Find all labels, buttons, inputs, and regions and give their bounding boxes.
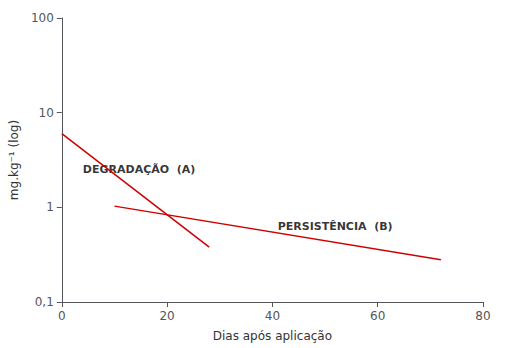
svg-text:DEGRADAÇÃO (A): DEGRADAÇÃO (A) [83, 163, 195, 176]
svg-text:10: 10 [39, 106, 54, 120]
svg-text:80: 80 [475, 309, 490, 323]
svg-text:60: 60 [370, 309, 385, 323]
svg-text:100: 100 [31, 11, 54, 25]
svg-text:20: 20 [159, 309, 174, 323]
svg-text:1: 1 [46, 200, 54, 214]
svg-text:Dias após aplicação: Dias após aplicação [213, 329, 332, 343]
svg-text:mg.kg⁻¹ (log): mg.kg⁻¹ (log) [7, 120, 21, 200]
svg-text:PERSISTÊNCIA (B): PERSISTÊNCIA (B) [278, 220, 393, 233]
svg-text:0: 0 [58, 309, 66, 323]
svg-text:40: 40 [265, 309, 280, 323]
svg-text:0,1: 0,1 [35, 295, 54, 309]
